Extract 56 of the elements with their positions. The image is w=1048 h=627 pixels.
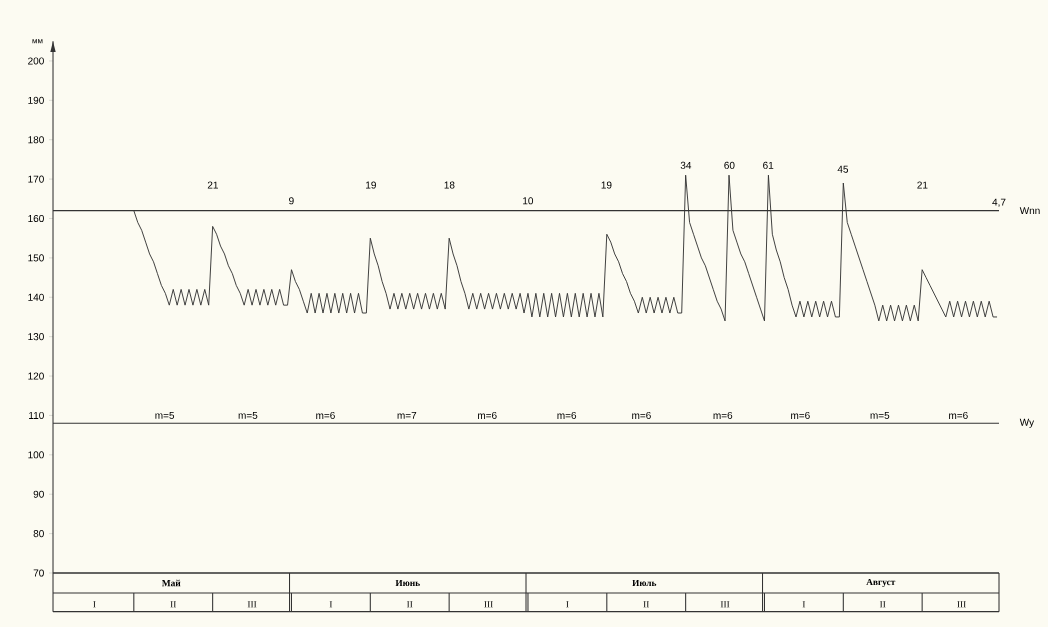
annotation: 9 <box>289 197 294 205</box>
annotation: 19 <box>366 181 376 189</box>
ref-line-label: Wnn <box>1019 207 1040 215</box>
x-tick-label: II <box>406 601 413 608</box>
y-tick-label: 160 <box>28 214 44 223</box>
y-tick-label: 180 <box>28 136 44 144</box>
x-tick-label: III <box>957 601 966 608</box>
y-tick-label: 190 <box>28 96 44 104</box>
y-tick-label: 130 <box>28 333 44 341</box>
y-tick-label: 70 <box>33 569 44 577</box>
annotation: 18 <box>444 181 455 189</box>
x-tick-label: II <box>643 601 650 608</box>
ref-line-label: Wy <box>1019 418 1035 428</box>
annotation: m=6 <box>713 411 733 419</box>
annotation: m=6 <box>632 411 651 419</box>
text: Июль <box>632 579 657 587</box>
y-tick-label: 90 <box>33 490 44 498</box>
annotation: m=6 <box>316 411 335 419</box>
y-tick-label: 170 <box>28 175 44 183</box>
text: Май <box>162 579 181 587</box>
annotation: m=6 <box>478 411 497 419</box>
annotation: 61 <box>763 161 774 169</box>
x-tick-label: I <box>93 601 96 608</box>
y-tick-label: 200 <box>28 57 44 65</box>
annotation: m=6 <box>949 411 968 419</box>
y-tick-label: 80 <box>33 530 44 538</box>
text: Август <box>866 578 896 588</box>
annotation: m=7 <box>397 411 417 419</box>
x-tick-label: II <box>879 601 886 608</box>
x-tick-label: I <box>329 601 333 608</box>
x-tick-label: I <box>802 601 806 608</box>
annotation: 21 <box>207 181 218 189</box>
annotation: 34 <box>680 161 692 169</box>
annotation: 45 <box>837 165 849 173</box>
annotation: m=6 <box>557 411 577 419</box>
annotation: 10 <box>523 197 534 205</box>
text: Июнь <box>395 579 420 587</box>
annotation: 60 <box>724 161 735 169</box>
annotation: 21 <box>917 181 928 189</box>
annotation: m=5 <box>238 411 258 419</box>
y-tick-label: 120 <box>28 372 44 380</box>
y-tick-label: 140 <box>28 293 44 301</box>
y-axis-title: мм <box>32 39 43 44</box>
x-tick-label: III <box>484 601 493 608</box>
annotation: m=5 <box>155 411 175 419</box>
annotation: m=5 <box>870 411 890 419</box>
annotation: 19 <box>601 181 612 189</box>
x-tick-label: II <box>170 601 177 608</box>
annotation: m=6 <box>791 411 810 419</box>
x-tick-label: III <box>247 601 257 608</box>
x-tick-label: I <box>566 601 569 608</box>
y-tick-label: 100 <box>28 451 44 459</box>
x-tick-label: III <box>720 601 730 608</box>
y-tick-label: 150 <box>28 254 44 262</box>
annotation: 4,7 <box>992 198 1006 207</box>
y-tick-label: 110 <box>29 411 44 419</box>
